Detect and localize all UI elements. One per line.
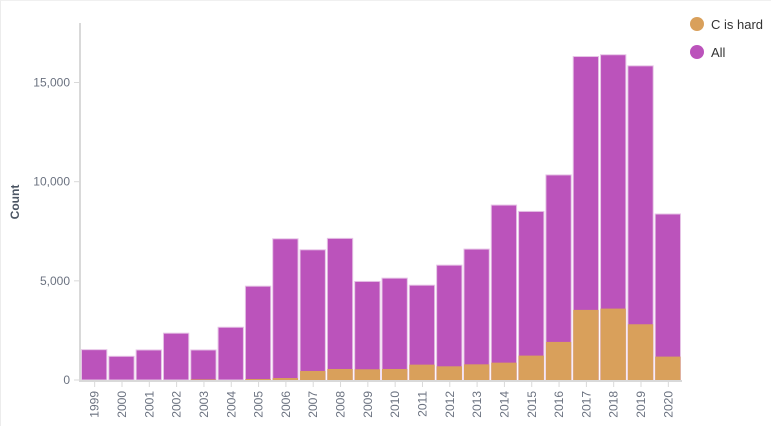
bar-c-is-hard-2017 [573, 309, 599, 380]
x-tick-label-2013: 2013 [470, 391, 484, 418]
bar-all-2006 [272, 238, 299, 381]
x-tick-label-2009: 2009 [361, 391, 375, 418]
x-tick-label-2010: 2010 [388, 391, 402, 418]
x-tick-label-2001: 2001 [142, 391, 156, 418]
bar-all-2007 [299, 249, 326, 381]
bar-all-2000 [108, 355, 135, 381]
x-tick-label-2004: 2004 [224, 391, 238, 418]
bar-all-2003 [190, 349, 217, 381]
x-tick-label-2019: 2019 [634, 391, 648, 418]
bar-c-is-hard-2005 [245, 379, 271, 380]
bar-c-is-hard-2003 [190, 379, 217, 380]
x-tick-label-2003: 2003 [197, 391, 211, 418]
bar-all-2005 [244, 285, 272, 381]
y-tick-label: 10,000 [33, 175, 70, 189]
x-tick-label-2002: 2002 [170, 391, 184, 418]
bar-all-2012 [436, 264, 463, 381]
bar-c-is-hard-2012 [436, 366, 462, 380]
x-tick-label-2020: 2020 [661, 391, 675, 418]
bar-c-is-hard-2018 [600, 308, 626, 380]
bar-all-2020 [654, 213, 682, 381]
x-tick-label-2007: 2007 [306, 391, 320, 418]
bar-c-is-hard-2015 [518, 355, 544, 380]
x-tick-label-2012: 2012 [443, 391, 457, 418]
y-tick-label: 0 [63, 373, 70, 387]
legend: C is hard All [690, 17, 763, 60]
x-tick-label-2017: 2017 [579, 391, 593, 418]
bar-all-2001 [135, 349, 162, 381]
bar-all-1999 [81, 349, 108, 381]
bar-all-2013 [463, 248, 490, 381]
x-tick-label-2005: 2005 [252, 391, 266, 418]
bar-c-is-hard-2006 [272, 378, 299, 380]
y-axis-label: Count [8, 185, 22, 220]
bar-all-2002 [162, 332, 190, 381]
legend-label-c-is-hard: C is hard [711, 17, 763, 32]
y-tick-label: 15,000 [33, 76, 70, 90]
x-tick-label-2016: 2016 [552, 391, 566, 418]
x-tick-label-2006: 2006 [279, 391, 293, 418]
y-tick-label: 5,000 [40, 274, 70, 288]
bar-c-is-hard-2009 [354, 369, 380, 380]
legend-swatch-c-is-hard [690, 17, 704, 31]
bar-all-2009 [354, 280, 381, 381]
legend-label-all: All [711, 45, 726, 60]
bar-all-2011 [408, 284, 436, 381]
bar-all-2015 [518, 210, 545, 381]
x-tick-label-2011: 2011 [415, 391, 429, 417]
bar-c-is-hard-2014 [491, 362, 517, 380]
bar-all-2010 [381, 277, 408, 381]
bar-all-2014 [490, 204, 518, 381]
bar-c-is-hard-2010 [382, 368, 408, 380]
bar-all-2004 [217, 326, 244, 381]
bar-c-is-hard-2016 [545, 341, 572, 380]
x-tick-label-2000: 2000 [115, 391, 129, 418]
bar-c-is-hard-2020 [655, 356, 681, 380]
x-tick-label-2018: 2018 [607, 391, 621, 418]
bar-c-is-hard-2008 [327, 368, 353, 380]
bar-c-is-hard-2013 [463, 364, 490, 380]
legend-swatch-all [690, 45, 704, 59]
x-tick-label-2015: 2015 [525, 391, 539, 418]
x-tick-label-1999: 1999 [88, 391, 102, 418]
bar-c-is-hard-2007 [300, 370, 326, 380]
bar-all-2008 [326, 237, 354, 381]
bar-c-is-hard-2011 [409, 364, 435, 380]
x-tick-label-2008: 2008 [334, 391, 348, 418]
bar-c-is-hard-2019 [627, 324, 654, 380]
x-tick-label-2014: 2014 [497, 391, 511, 418]
